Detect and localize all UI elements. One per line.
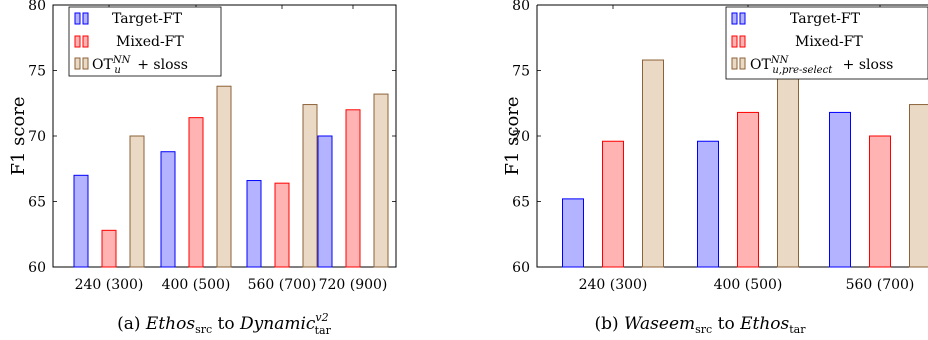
legend-swatch-ot	[731, 57, 738, 70]
chart-b-legend-box	[725, 6, 928, 80]
chart-b-y-axis-label: F1 score	[502, 96, 523, 175]
chart-b-legend-item-target: Target-FT	[731, 11, 861, 27]
chart-a-legend-item-ot: OTNN u + sloss	[74, 55, 188, 76]
y-tick-label: 65	[28, 195, 46, 211]
legend-swatch-ot	[82, 57, 89, 70]
legend-swatch-target	[82, 12, 89, 25]
chart-b-legend-label-target: Target-FT	[790, 11, 861, 27]
chart-b-bars	[562, 59, 928, 268]
legend-swatch-mixed	[82, 35, 89, 48]
bar-mixed	[602, 140, 624, 268]
chart-a-legend-item-target: Target-FT	[74, 11, 183, 27]
y-tick-label: 70	[512, 129, 530, 145]
chart-b-y-tick-labels: 60 65 70 75 80	[512, 0, 530, 276]
y-tick-label: 60	[512, 260, 530, 276]
legend-swatch-mixed	[739, 35, 746, 48]
bar-mixed	[345, 109, 361, 268]
legend-swatch-ot	[739, 57, 746, 70]
chart-a-legend-label-target: Target-FT	[112, 11, 183, 27]
bar-ot	[642, 59, 664, 268]
y-tick-label: 65	[512, 195, 530, 211]
legend-swatch-target	[74, 12, 81, 25]
bar-target	[246, 180, 262, 268]
x-tick-label: 240 (300)	[75, 277, 144, 293]
chart-a-bars	[73, 85, 389, 268]
x-tick-label: 720 (900)	[319, 277, 388, 293]
chart-a-y-axis-label: F1 score	[8, 96, 29, 175]
chart-b-legend-item-ot: OTNN u,pre-select + sloss	[731, 55, 893, 76]
x-tick-label: 240 (300)	[579, 277, 648, 293]
bar-ot	[373, 93, 389, 268]
y-tick-label: 75	[512, 64, 530, 80]
bar-ot	[216, 85, 232, 268]
bar-ot	[302, 104, 318, 268]
legend-swatch-target	[739, 12, 746, 25]
bar-ot	[909, 104, 928, 268]
chart-a-y-tick-labels: 60 65 70 75 80	[28, 0, 46, 276]
bar-mixed	[869, 135, 891, 268]
y-tick-label: 80	[28, 0, 46, 14]
bar-mixed	[188, 117, 204, 268]
y-tick-label: 75	[28, 64, 46, 80]
x-tick-label: 400 (500)	[162, 277, 231, 293]
chart-b-legend-label-ot: OTNN u,pre-select + sloss	[750, 55, 893, 76]
legend-swatch-mixed	[731, 35, 738, 48]
chart-a-legend-box	[68, 6, 222, 77]
x-tick-label: 560 (700)	[248, 277, 317, 293]
chart-a: 240 (300) 400 (500) 560 (700) 720 (900) 606…	[8, 0, 397, 337]
bar-mixed	[737, 111, 759, 268]
y-tick-label: 60	[28, 260, 46, 276]
bar-mixed	[101, 229, 117, 268]
chart-a-x-tick-labels: 240 (300) 400 (500) 560 (700) 720 (900)	[75, 277, 388, 293]
bar-ot	[777, 75, 799, 268]
chart-a-legend-item-mixed: Mixed-FT	[74, 34, 184, 50]
bar-ot	[129, 135, 145, 268]
bar-target	[697, 140, 719, 268]
chart-a-legend: Target-FT Mixed-FT OTNN u + sloss	[68, 6, 222, 77]
chart-b-legend: Target-FT Mixed-FT OTNN u,pre-select + sl…	[725, 6, 928, 80]
chart-b-x-tick-labels: 240 (300) 400 (500) 560 (700)	[579, 277, 915, 293]
bar-target	[73, 174, 89, 268]
bar-target	[160, 151, 176, 268]
legend-swatch-target	[731, 12, 738, 25]
chart-b-legend-item-mixed: Mixed-FT	[731, 34, 863, 50]
legend-swatch-mixed	[74, 35, 81, 48]
x-tick-label: 560 (700)	[846, 277, 915, 293]
bar-target	[317, 135, 333, 268]
chart-a-legend-label-ot: OTNN u + sloss	[92, 55, 188, 76]
bar-target	[562, 198, 584, 268]
chart-b-legend-label-mixed: Mixed-FT	[795, 34, 863, 50]
bar-mixed	[274, 182, 290, 268]
chart-a-legend-label-mixed: Mixed-FT	[116, 34, 184, 50]
x-tick-label: 400 (500)	[714, 277, 783, 293]
chart-b: 240 (300) 400 (500) 560 (700) 60 65 70 75 80 F…	[502, 0, 928, 336]
y-tick-label: 70	[28, 129, 46, 145]
bar-target	[829, 111, 851, 268]
chart-b-caption: (b) Waseemsrc to Ethostar	[594, 314, 806, 336]
chart-a-caption: (a) Ethossrc to Dynamicv2 tar	[117, 311, 332, 337]
legend-swatch-ot	[74, 57, 81, 70]
y-tick-label: 80	[512, 0, 530, 14]
